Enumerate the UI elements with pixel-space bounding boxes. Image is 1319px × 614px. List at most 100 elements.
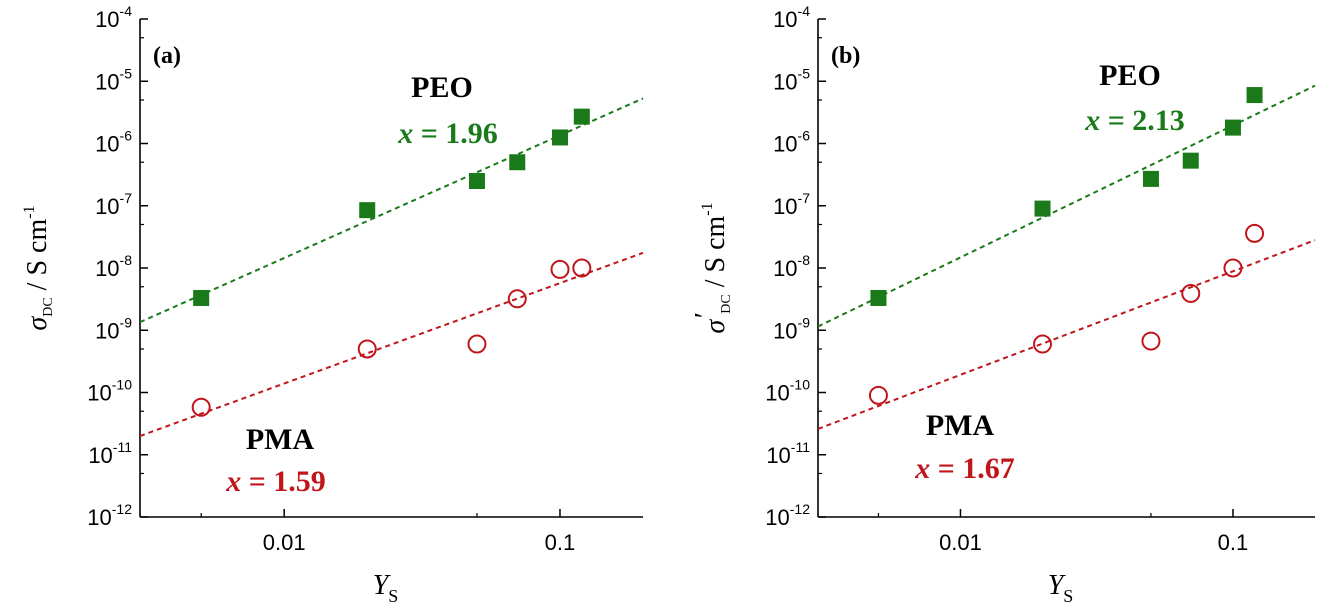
series-name-text: PEO xyxy=(1099,59,1161,92)
x-label-subscript: S xyxy=(1063,586,1073,606)
data-point-square xyxy=(509,154,526,171)
panel-label-text: (a) xyxy=(153,43,181,69)
y-tick-label: 10-11 xyxy=(88,439,132,468)
series-pma: PMA x = 1.67 xyxy=(817,223,1316,485)
y-tick-base: 10 xyxy=(88,443,112,468)
panel-label: (a) xyxy=(153,43,181,69)
data-point-square xyxy=(468,172,485,189)
x-tick-label: 0.1 xyxy=(1218,530,1249,555)
x-tick-label: 0.1 xyxy=(545,530,576,555)
y-tick-label: 10-5 xyxy=(95,65,132,94)
y-tick-base: 10 xyxy=(773,318,797,343)
series-name-label: PMA xyxy=(246,423,315,456)
data-point-circle xyxy=(467,334,487,354)
y-tick-base: 10 xyxy=(773,69,797,94)
y-tick-base: 10 xyxy=(87,381,111,406)
y-label-units-exponent: -1 xyxy=(21,205,38,218)
y-tick-base: 10 xyxy=(773,256,797,281)
y-tick-exponent: -10 xyxy=(790,377,810,393)
y-tick-label: 10-12 xyxy=(87,501,132,530)
slope-variable: x xyxy=(1084,104,1100,137)
y-tick-label: 10-9 xyxy=(773,314,810,343)
y-tick-label: 10-11 xyxy=(766,439,810,468)
y-tick-base: 10 xyxy=(773,132,797,157)
fit-line xyxy=(817,239,1316,430)
y-tick-base: 10 xyxy=(766,443,790,468)
y-tick-exponent: -8 xyxy=(120,252,133,268)
x-tick-text: 0.1 xyxy=(1218,530,1249,555)
data-point-circle xyxy=(191,397,211,417)
y-tick-exponent: -4 xyxy=(798,3,811,19)
panel-1: 10-410-510-610-710-810-910-1010-1110-120… xyxy=(690,3,1316,606)
y-tick-label: 10-7 xyxy=(95,190,132,219)
series-pma: PMA x = 1.59 xyxy=(139,251,644,498)
x-label-subscript: S xyxy=(388,586,398,606)
data-point-square xyxy=(193,289,210,306)
slope-value: = 2.13 xyxy=(1100,104,1185,137)
y-tick-exponent: -7 xyxy=(798,190,811,206)
y-tick-base: 10 xyxy=(773,7,797,32)
panel-label-text: (b) xyxy=(831,43,860,69)
data-point-circle xyxy=(1181,283,1201,303)
data-point-square xyxy=(1142,170,1159,187)
y-tick-exponent: -6 xyxy=(120,128,133,144)
y-tick-label: 10-4 xyxy=(95,3,132,32)
y-tick-label: 10-10 xyxy=(765,377,810,406)
y-tick-exponent: -12 xyxy=(790,501,810,517)
fit-line xyxy=(139,97,644,324)
data-point-circle xyxy=(868,385,888,405)
series-name-text: PEO xyxy=(411,71,473,104)
y-label-units-exponent: -1 xyxy=(699,202,716,215)
series-name-text: PMA xyxy=(926,409,995,442)
y-axis-label: σ′DC / S cm-1 xyxy=(690,202,734,333)
y-tick-base: 10 xyxy=(773,194,797,219)
slope-label: x = 1.67 xyxy=(914,452,1015,485)
panel-0: 10-410-510-610-710-810-910-1010-1110-120… xyxy=(21,3,644,606)
slope-variable: x xyxy=(914,452,930,485)
slope-label: x = 1.59 xyxy=(225,465,326,498)
y-tick-base: 10 xyxy=(765,381,789,406)
y-tick-exponent: -10 xyxy=(112,377,132,393)
y-tick-exponent: -5 xyxy=(798,65,811,81)
x-tick-text: 0.1 xyxy=(545,530,576,555)
y-axis-label: σDC / S cm-1 xyxy=(21,205,56,330)
x-axis-label: YS xyxy=(1048,570,1074,606)
y-label-subscript: DC xyxy=(41,297,56,316)
slope-label: x = 1.96 xyxy=(397,117,498,150)
slope-value: = 1.96 xyxy=(413,117,498,150)
y-tick-label: 10-8 xyxy=(95,252,132,281)
slope-value: = 1.67 xyxy=(930,452,1015,485)
y-tick-label: 10-9 xyxy=(95,314,132,343)
y-tick-base: 10 xyxy=(95,194,119,219)
data-point-circle xyxy=(1141,331,1161,351)
y-tick-exponent: -12 xyxy=(112,501,132,517)
x-label-main: Y xyxy=(373,570,392,601)
y-label-units: / S cm xyxy=(22,219,53,298)
y-tick-exponent: -6 xyxy=(798,128,811,144)
slope-variable: x xyxy=(397,117,413,150)
data-point-square xyxy=(551,129,568,146)
data-point-circle xyxy=(1223,258,1243,278)
data-point-square xyxy=(1182,152,1199,169)
y-tick-base: 10 xyxy=(95,256,119,281)
y-tick-exponent: -9 xyxy=(120,314,133,330)
y-tick-base: 10 xyxy=(87,505,111,530)
series-peo: PEO x = 1.96 xyxy=(139,71,644,324)
data-point-square xyxy=(1034,200,1051,217)
x-tick-text: 0.01 xyxy=(263,530,306,555)
data-point-circle xyxy=(572,258,592,278)
slope-label: x = 2.13 xyxy=(1084,104,1185,137)
data-point-square xyxy=(870,289,887,306)
y-tick-exponent: -7 xyxy=(120,190,133,206)
y-tick-base: 10 xyxy=(95,318,119,343)
y-tick-exponent: -8 xyxy=(798,252,811,268)
series-name-label: PEO xyxy=(1099,59,1161,92)
y-tick-base: 10 xyxy=(765,505,789,530)
y-label-prime: ′ xyxy=(690,313,721,320)
slope-value: = 1.59 xyxy=(241,465,326,498)
data-point-circle xyxy=(1033,334,1053,354)
series-name-label: PEO xyxy=(411,71,473,104)
data-point-circle xyxy=(550,259,570,279)
y-tick-base: 10 xyxy=(95,132,119,157)
